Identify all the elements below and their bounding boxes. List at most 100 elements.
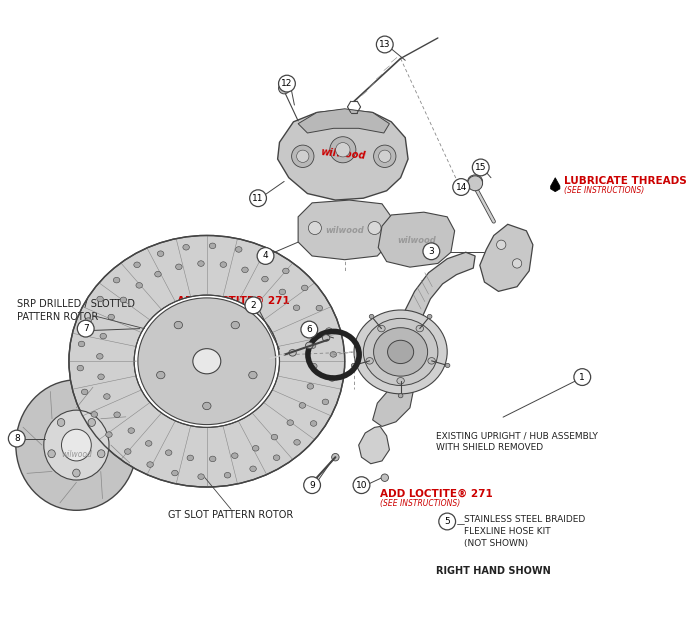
Ellipse shape bbox=[77, 365, 83, 371]
Text: 4: 4 bbox=[262, 252, 268, 260]
Polygon shape bbox=[551, 178, 560, 192]
Ellipse shape bbox=[351, 363, 356, 368]
Circle shape bbox=[374, 145, 396, 167]
Text: wilwood: wilwood bbox=[326, 226, 364, 236]
Text: 15: 15 bbox=[475, 163, 486, 172]
Ellipse shape bbox=[322, 399, 329, 405]
Ellipse shape bbox=[316, 305, 323, 311]
Circle shape bbox=[250, 190, 267, 206]
Ellipse shape bbox=[157, 371, 165, 379]
Ellipse shape bbox=[165, 450, 172, 456]
Ellipse shape bbox=[381, 474, 388, 481]
Ellipse shape bbox=[260, 255, 267, 261]
Ellipse shape bbox=[183, 244, 190, 250]
Circle shape bbox=[423, 243, 440, 260]
Ellipse shape bbox=[287, 420, 293, 425]
Ellipse shape bbox=[62, 429, 91, 461]
Ellipse shape bbox=[388, 340, 414, 363]
Circle shape bbox=[77, 321, 94, 337]
Text: wilwood: wilwood bbox=[61, 450, 92, 459]
Ellipse shape bbox=[250, 466, 256, 472]
Ellipse shape bbox=[279, 289, 286, 294]
Text: (SEE INSTRUCTIONS): (SEE INSTRUCTIONS) bbox=[380, 499, 461, 508]
Ellipse shape bbox=[330, 352, 337, 357]
Text: 14: 14 bbox=[456, 182, 467, 192]
Text: ADD LOCTITE® 271: ADD LOCTITE® 271 bbox=[380, 489, 493, 498]
Text: (SEE INSTRUCTIONS): (SEE INSTRUCTIONS) bbox=[564, 186, 644, 195]
Text: SRP DRILLED / SLOTTED
PATTERN ROTOR: SRP DRILLED / SLOTTED PATTERN ROTOR bbox=[17, 299, 135, 322]
Text: (SEE INSTRUCTIONS): (SEE INSTRUCTIONS) bbox=[177, 306, 258, 316]
Circle shape bbox=[8, 430, 25, 447]
Ellipse shape bbox=[108, 314, 115, 320]
Ellipse shape bbox=[398, 394, 403, 398]
Ellipse shape bbox=[176, 264, 182, 270]
Ellipse shape bbox=[100, 334, 106, 339]
Ellipse shape bbox=[155, 272, 161, 277]
Circle shape bbox=[292, 145, 314, 167]
Ellipse shape bbox=[146, 441, 152, 446]
Circle shape bbox=[512, 259, 522, 268]
Ellipse shape bbox=[69, 236, 344, 487]
Text: STAINLESS STEEL BRAIDED
FLEXLINE HOSE KIT
(NOT SHOWN): STAINLESS STEEL BRAIDED FLEXLINE HOSE KI… bbox=[464, 515, 585, 547]
Ellipse shape bbox=[134, 295, 279, 427]
Ellipse shape bbox=[198, 474, 204, 479]
Ellipse shape bbox=[91, 412, 97, 417]
Ellipse shape bbox=[311, 363, 317, 369]
Text: 10: 10 bbox=[356, 480, 368, 490]
Ellipse shape bbox=[209, 243, 216, 249]
Text: 6: 6 bbox=[307, 325, 312, 334]
Ellipse shape bbox=[232, 453, 238, 458]
Ellipse shape bbox=[468, 175, 482, 188]
Circle shape bbox=[453, 179, 470, 195]
Ellipse shape bbox=[310, 421, 317, 427]
Ellipse shape bbox=[307, 384, 314, 389]
Polygon shape bbox=[278, 110, 408, 200]
Ellipse shape bbox=[299, 402, 306, 408]
Circle shape bbox=[245, 297, 262, 314]
Ellipse shape bbox=[397, 378, 405, 384]
Ellipse shape bbox=[16, 380, 137, 510]
Ellipse shape bbox=[370, 314, 374, 319]
Ellipse shape bbox=[428, 358, 435, 364]
Ellipse shape bbox=[366, 358, 373, 364]
Ellipse shape bbox=[235, 247, 242, 252]
Text: wilwood: wilwood bbox=[397, 236, 436, 245]
Ellipse shape bbox=[97, 450, 105, 458]
Polygon shape bbox=[480, 224, 533, 291]
Ellipse shape bbox=[114, 412, 120, 417]
Ellipse shape bbox=[128, 428, 134, 433]
Ellipse shape bbox=[78, 341, 85, 347]
Circle shape bbox=[330, 137, 356, 163]
Ellipse shape bbox=[283, 268, 289, 274]
Polygon shape bbox=[298, 200, 391, 260]
Text: LUBRICATE THREADS: LUBRICATE THREADS bbox=[564, 177, 687, 187]
Ellipse shape bbox=[57, 418, 65, 427]
Text: 9: 9 bbox=[309, 480, 315, 490]
Text: 11: 11 bbox=[252, 193, 264, 203]
Ellipse shape bbox=[309, 343, 316, 348]
Ellipse shape bbox=[158, 251, 164, 257]
Ellipse shape bbox=[262, 277, 268, 282]
Ellipse shape bbox=[98, 374, 104, 379]
Polygon shape bbox=[372, 364, 414, 427]
Ellipse shape bbox=[304, 323, 310, 329]
Circle shape bbox=[304, 477, 321, 494]
Text: 7: 7 bbox=[83, 324, 89, 333]
Ellipse shape bbox=[363, 319, 438, 386]
Circle shape bbox=[336, 143, 350, 157]
Ellipse shape bbox=[231, 321, 239, 329]
Circle shape bbox=[279, 82, 290, 94]
Ellipse shape bbox=[241, 267, 248, 273]
Ellipse shape bbox=[138, 298, 276, 425]
Circle shape bbox=[297, 150, 309, 162]
Ellipse shape bbox=[97, 296, 104, 302]
Circle shape bbox=[468, 176, 482, 191]
Text: ADD LOCTITE® 271: ADD LOCTITE® 271 bbox=[177, 296, 290, 306]
Text: 1: 1 bbox=[580, 373, 585, 381]
Text: 12: 12 bbox=[281, 79, 293, 88]
Ellipse shape bbox=[322, 335, 330, 341]
Ellipse shape bbox=[193, 348, 220, 374]
Ellipse shape bbox=[273, 455, 280, 461]
Circle shape bbox=[301, 321, 318, 338]
Ellipse shape bbox=[174, 321, 183, 329]
